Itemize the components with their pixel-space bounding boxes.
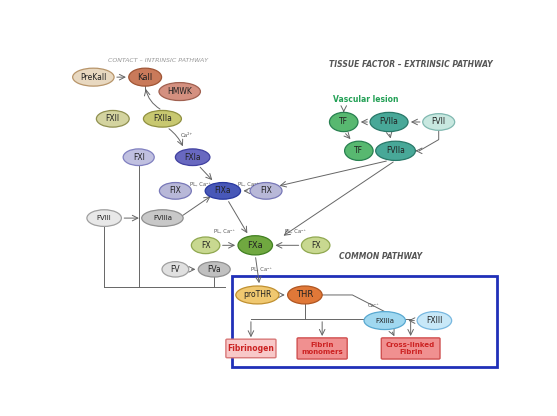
Text: Fibrin
monomers: Fibrin monomers [301,342,343,355]
FancyBboxPatch shape [297,338,347,359]
Text: FXIII: FXIII [426,316,443,325]
Ellipse shape [175,149,210,166]
Text: HMWK: HMWK [167,87,192,96]
Text: FXIa: FXIa [184,153,201,162]
Ellipse shape [87,210,121,226]
FancyBboxPatch shape [226,339,276,358]
Text: FXIIIa: FXIIIa [375,317,394,324]
Text: FVII: FVII [432,117,446,126]
Ellipse shape [96,111,129,127]
Text: FXa: FXa [247,241,263,250]
Ellipse shape [162,262,189,277]
Text: FVIII: FVIII [97,215,111,221]
Ellipse shape [141,210,183,226]
Text: TISSUE FACTOR – EXTRINSIC PATHWAY: TISSUE FACTOR – EXTRINSIC PATHWAY [329,60,492,69]
Text: PL, Ca²⁺: PL, Ca²⁺ [214,228,235,233]
Ellipse shape [236,286,279,304]
Text: FXI: FXI [133,153,145,162]
Text: Cross-linked
Fibrin: Cross-linked Fibrin [386,342,435,355]
Ellipse shape [129,68,162,86]
Ellipse shape [370,112,408,131]
Ellipse shape [192,237,220,254]
Text: PL, Ca²⁺: PL, Ca²⁺ [238,181,259,186]
Text: FVIIIa: FVIIIa [153,215,172,221]
Text: Ca²⁺: Ca²⁺ [181,133,193,138]
Text: FIXa: FIXa [214,186,231,196]
Text: FXIIa: FXIIa [153,114,172,123]
Text: Vascular lesion: Vascular lesion [333,95,398,104]
Ellipse shape [364,312,405,329]
Ellipse shape [423,114,455,130]
Text: FIX: FIX [260,186,272,196]
Text: Kall: Kall [138,73,153,82]
Ellipse shape [72,68,114,86]
Ellipse shape [345,141,373,161]
Text: Fibrinogen: Fibrinogen [227,344,275,353]
Text: Ca²⁺: Ca²⁺ [368,303,379,308]
Text: FX: FX [201,241,211,250]
Text: CONTACT – INTRINSIC PATHWAY: CONTACT – INTRINSIC PATHWAY [109,58,209,63]
FancyBboxPatch shape [382,338,440,359]
Text: TF: TF [339,117,348,126]
Ellipse shape [159,183,192,199]
Ellipse shape [330,112,358,131]
Text: FVIIa: FVIIa [380,117,398,126]
Text: FXII: FXII [106,114,120,123]
Text: THR: THR [296,290,314,300]
Text: PL, Ca²⁺: PL, Ca²⁺ [189,181,211,186]
Text: PreKall: PreKall [80,73,106,82]
Ellipse shape [205,183,241,199]
Text: FX: FX [311,241,320,250]
Ellipse shape [123,149,154,166]
Ellipse shape [375,141,416,161]
Text: FIX: FIX [169,186,182,196]
Text: FVIIa: FVIIa [386,146,405,155]
Text: FV: FV [170,265,180,274]
Text: COMMON PATHWAY: COMMON PATHWAY [339,252,423,261]
Ellipse shape [250,183,282,199]
Ellipse shape [301,237,330,254]
Ellipse shape [198,262,230,277]
Text: proTHR: proTHR [243,290,272,300]
Ellipse shape [287,286,322,304]
Ellipse shape [159,83,201,101]
Ellipse shape [144,111,182,127]
Text: TF: TF [354,146,363,155]
Text: PL, Ca²⁺: PL, Ca²⁺ [251,267,272,272]
Ellipse shape [238,236,272,255]
Text: PL, Ca²⁺: PL, Ca²⁺ [285,228,306,233]
Ellipse shape [417,312,452,329]
Text: FVa: FVa [207,265,221,274]
